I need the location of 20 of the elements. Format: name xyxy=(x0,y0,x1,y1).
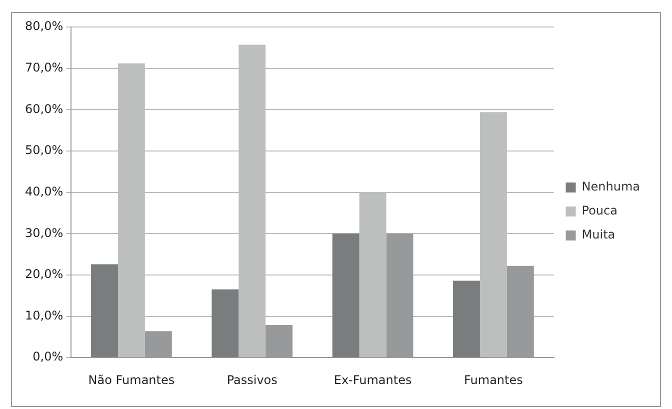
y-tick-label: 40,0% xyxy=(24,184,64,198)
y-tick-label: 60,0% xyxy=(24,102,64,116)
x-tick-label: Fumantes xyxy=(464,372,523,387)
y-tick-label: 80,0% xyxy=(24,19,64,34)
bar xyxy=(332,234,360,358)
y-tick-label: 20,0% xyxy=(24,267,64,282)
y-tick-label: 30,0% xyxy=(24,226,64,240)
legend-label: Muita xyxy=(582,228,616,242)
legend-label: Pouca xyxy=(582,204,618,218)
x-tick-label: Passivos xyxy=(226,372,278,387)
bar xyxy=(212,289,239,358)
legend-label: Nenhuma xyxy=(582,180,640,194)
y-tick-label: 10,0% xyxy=(24,308,64,322)
y-tick-label: 0,0% xyxy=(32,350,64,364)
y-tick-label: 50,0% xyxy=(24,143,64,158)
x-tick-label: Ex-Fumantes xyxy=(334,372,412,387)
bar xyxy=(91,264,118,358)
y-tick-label: 70,0% xyxy=(24,60,64,74)
bar xyxy=(453,280,480,358)
x-tick-label: Não Fumantes xyxy=(88,372,175,387)
